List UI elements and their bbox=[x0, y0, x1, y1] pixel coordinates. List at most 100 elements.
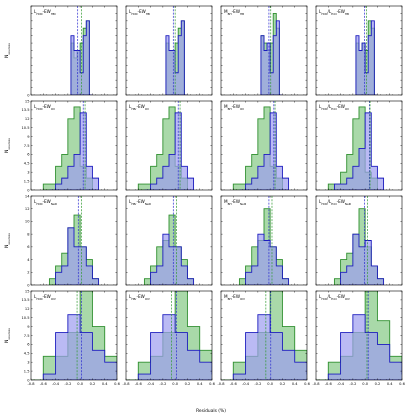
x-tick-label: 0.4 bbox=[197, 382, 203, 386]
panel-r4-c2: -0.8 -0.6 -0.4 -0.2 0.0 0.2 0.4 0.6 LHBr-EWOIV bbox=[122, 290, 216, 386]
y-tick-label: 10.5 bbox=[21, 126, 29, 130]
panel-label: LHCN-EWOII bbox=[34, 104, 55, 111]
panel-label: LHCN-EWOIV bbox=[34, 294, 56, 301]
panel-label: LHCN/LEdd-EWOII bbox=[319, 104, 349, 111]
panel-label: LHCN-EWHBr bbox=[34, 9, 57, 16]
y-tick-label: 1.5 bbox=[24, 369, 30, 373]
x-tick-label: -0.4 bbox=[147, 382, 155, 386]
y-tick-label: 3 bbox=[27, 361, 29, 365]
x-tick-label: -0.8 bbox=[122, 382, 130, 386]
panel-label: MBH-EWOIV bbox=[224, 294, 245, 301]
panel-plot-area bbox=[327, 101, 385, 190]
panel-plot-area bbox=[221, 291, 307, 380]
panel-plot-area bbox=[165, 6, 188, 95]
panel-r3-c4: LHCN/LEdd-EWNeIII bbox=[315, 195, 403, 286]
axis-labels-layer: Residuals (%) Nsources Nsources Nsources Ns… bbox=[4, 43, 226, 414]
panel-label: LHBr-EWNeIII bbox=[129, 199, 151, 206]
histogram-series-a bbox=[232, 314, 307, 380]
y-tick-label: 9 bbox=[27, 135, 30, 139]
panel-r2-c3: MBH-EWOII bbox=[220, 100, 308, 191]
panel-plot-area bbox=[333, 196, 385, 285]
panel-plot-area bbox=[232, 101, 290, 190]
x-tick-label: 0.2 bbox=[375, 382, 381, 386]
y-tick-label: 4 bbox=[27, 258, 30, 262]
panel-r3-c2: LHBr-EWNeIII bbox=[125, 195, 213, 286]
y-tick-label: 6 bbox=[27, 343, 30, 347]
panel-label: LHCN/LEdd-EWHB bbox=[319, 9, 349, 16]
x-tick-label: -0.4 bbox=[242, 382, 250, 386]
x-tick-label: 0.6 bbox=[399, 382, 405, 386]
x-tick-label: -0.6 bbox=[135, 382, 143, 386]
x-tick-label: -0.8 bbox=[27, 382, 35, 386]
y-tick-label: 13.5 bbox=[21, 298, 29, 302]
y-tick-label: 10 bbox=[25, 220, 30, 224]
y-axis-label-row-2: Nsources bbox=[4, 138, 11, 153]
x-tick-label: 0.0 bbox=[362, 382, 368, 386]
y-axis-label-row-4: Nsources bbox=[4, 328, 11, 343]
histogram-series-a bbox=[245, 233, 290, 285]
y-tick-label: 0 bbox=[27, 188, 30, 192]
x-tick-label: -0.8 bbox=[217, 382, 225, 386]
panel-plot-area bbox=[42, 101, 100, 190]
panel-r1-c2: LHCN-EWHB bbox=[125, 5, 213, 96]
x-tick-label: 0.0 bbox=[77, 382, 83, 386]
y-tick-label: 8 bbox=[27, 232, 30, 236]
panel-label: MBH-EWOII bbox=[224, 104, 244, 111]
y-tick-label: 1.5 bbox=[24, 179, 30, 183]
x-tick-label: -0.6 bbox=[40, 382, 48, 386]
panel-r4-c1: -0.8 -0.6 -0.4 -0.2 0.0 0.2 0.4 0.6 0 1.5 3 4.5 6 7.5… bbox=[21, 289, 120, 386]
histogram-series-a bbox=[260, 20, 283, 95]
panel-plot-area bbox=[260, 6, 283, 95]
x-tick-label: -0.8 bbox=[312, 382, 320, 386]
x-tick-label: -0.2 bbox=[64, 382, 71, 386]
panel-plot-area bbox=[137, 101, 195, 190]
x-tick-label: 0.0 bbox=[172, 382, 178, 386]
histogram-series-a bbox=[70, 20, 93, 95]
panel-r4-c3: -0.8 -0.6 -0.4 -0.2 0.0 0.2 0.4 0.6 MBH-EWOIV bbox=[217, 290, 311, 386]
y-tick-label: 0 bbox=[27, 93, 30, 97]
panel-r1-c3: MBH-EWHB bbox=[220, 5, 308, 96]
panel-plot-area bbox=[316, 291, 402, 380]
panel-label: MBH-EWHB bbox=[224, 9, 244, 16]
panel-plot-area bbox=[48, 196, 100, 285]
x-tick-label: -0.6 bbox=[230, 382, 238, 386]
panel-r1-c4: LHCN/LEdd-EWHB bbox=[315, 5, 403, 96]
panel-plot-area bbox=[238, 196, 290, 285]
x-tick-label: -0.4 bbox=[337, 382, 345, 386]
x-tick-label: -0.4 bbox=[52, 382, 60, 386]
panel-frame bbox=[220, 195, 308, 286]
histogram-series-a bbox=[333, 112, 385, 190]
panel-label: LHBr-EWOIV bbox=[129, 294, 150, 301]
histogram-series-a bbox=[150, 233, 195, 285]
y-tick-label: 12 bbox=[25, 117, 30, 121]
histogram-series-a bbox=[327, 314, 402, 380]
x-tick-label: 0.4 bbox=[102, 382, 108, 386]
panel-plot-area bbox=[143, 196, 195, 285]
x-tick-label: 0.0 bbox=[267, 382, 273, 386]
panel-frame bbox=[315, 195, 403, 286]
y-tick-label: 15 bbox=[25, 99, 30, 103]
y-tick-label: 10.5 bbox=[21, 316, 29, 320]
histogram-series-a bbox=[49, 112, 100, 190]
panel-frame bbox=[125, 195, 213, 286]
histogram-series-a bbox=[137, 314, 212, 380]
x-tick-label: -0.6 bbox=[325, 382, 333, 386]
histogram-series-a bbox=[165, 20, 188, 95]
x-tick-label: -0.2 bbox=[159, 382, 166, 386]
x-tick-label: 0.2 bbox=[185, 382, 191, 386]
y-tick-label: 6 bbox=[27, 153, 30, 157]
histogram-series-a bbox=[239, 112, 290, 190]
panel-r3-c3: MBH-EWNeIII bbox=[220, 195, 308, 286]
x-tick-label: 0.6 bbox=[304, 382, 310, 386]
panel-label: LHCN-EWHB bbox=[129, 9, 150, 16]
y-tick-label: 4.5 bbox=[24, 352, 30, 356]
panels-layer: 0 LHCN-EWHBr LHCN-EWHB MBH-EWHB LHCN/LEdd-EW… bbox=[21, 5, 406, 386]
panel-label: LHCN/LEdd-EWNeIII bbox=[319, 199, 351, 206]
y-tick-label: 0 bbox=[27, 378, 30, 382]
x-tick-label: 0.4 bbox=[387, 382, 393, 386]
panel-r2-c4: LHCN/LEdd-EWOII bbox=[315, 100, 403, 191]
x-tick-label: 0.2 bbox=[280, 382, 286, 386]
x-tick-label: 0.4 bbox=[292, 382, 298, 386]
panel-r1-c1: 0 LHCN-EWHBr bbox=[27, 5, 118, 97]
